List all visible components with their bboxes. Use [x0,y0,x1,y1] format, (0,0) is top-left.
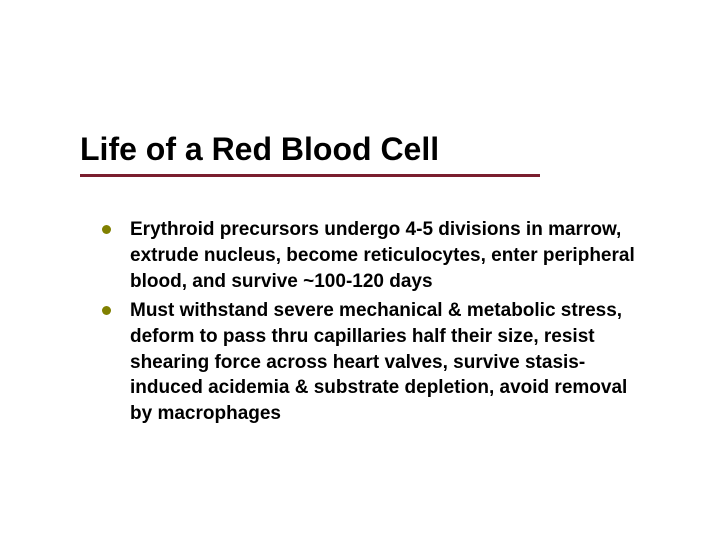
list-item: Erythroid precursors undergo 4-5 divisio… [102,217,640,294]
title-underline [80,174,540,177]
slide: Life of a Red Blood Cell Erythroid precu… [0,0,720,540]
bullet-list: Erythroid precursors undergo 4-5 divisio… [80,217,640,426]
slide-title: Life of a Red Blood Cell [80,130,640,174]
title-block: Life of a Red Blood Cell [80,130,640,177]
list-item: Must withstand severe mechanical & metab… [102,298,640,426]
